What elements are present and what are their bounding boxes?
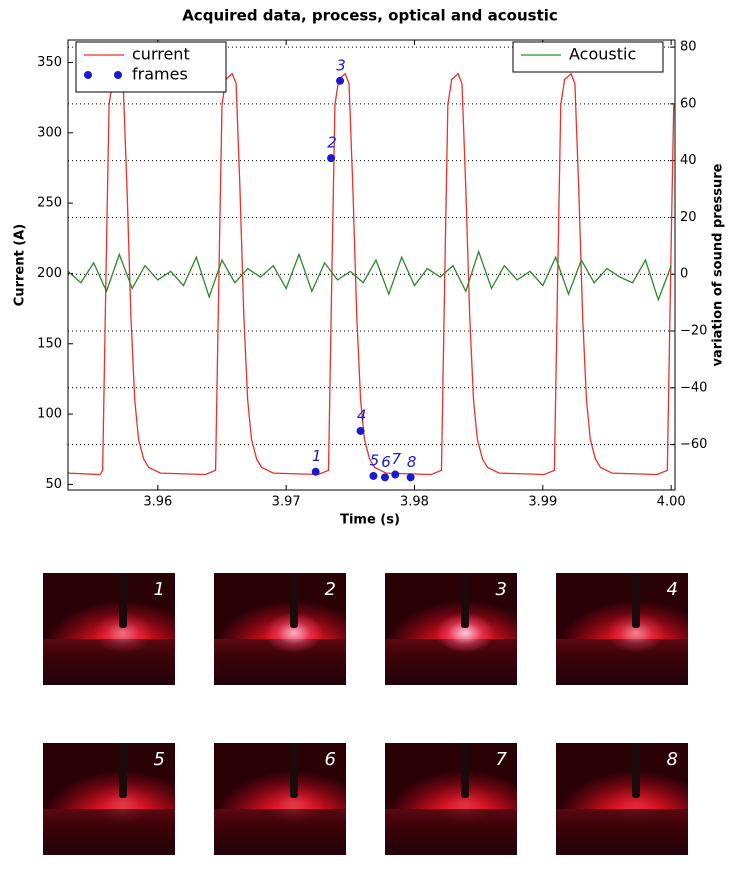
frame-point: [311, 467, 320, 476]
x-axis-label: Time (s): [340, 513, 400, 528]
electrode: [461, 743, 469, 798]
frame-point: [336, 76, 345, 85]
legend-label: frames: [132, 65, 188, 84]
y-tick-label: 150: [37, 336, 62, 351]
photo-label: 3: [495, 579, 507, 600]
y2-tick-label: 40: [680, 153, 697, 168]
frame-point: [327, 154, 336, 163]
electrode: [119, 573, 127, 628]
frame-photo: 1: [43, 573, 175, 685]
y-axis-label: Current (A): [13, 224, 28, 306]
photo-label: 7: [495, 749, 507, 770]
y2-axis-label: variation of sound pressure: [711, 163, 726, 366]
frame-photo: 8: [556, 743, 688, 855]
legend-marker: [84, 71, 92, 79]
legend-marker: [114, 71, 122, 79]
floor: [214, 809, 346, 855]
frame-label: 2: [327, 134, 337, 152]
y2-tick-label: 0: [680, 267, 688, 282]
electrode: [290, 743, 298, 798]
y-tick-label: 50: [45, 477, 62, 492]
photo-label: 4: [666, 579, 678, 600]
frame-label: 6: [381, 453, 391, 471]
electrode: [461, 573, 469, 628]
floor: [43, 809, 175, 855]
photo-label: 8: [666, 749, 678, 770]
y-tick-label: 350: [37, 55, 62, 70]
frame-label: 8: [407, 453, 417, 471]
frame-photo: 5: [43, 743, 175, 855]
frame-label: 5: [370, 451, 380, 469]
plot-area: [68, 72, 675, 476]
electrode: [632, 743, 640, 798]
plot-frame: [67, 39, 676, 491]
electrode: [290, 573, 298, 628]
chart: Acquired data, process, optical and acou…: [13, 7, 726, 528]
y2-tick-label: 80: [680, 40, 697, 55]
y-tick-label: 300: [37, 125, 62, 140]
frame-point: [356, 426, 365, 435]
frame-point: [369, 471, 378, 480]
legend-box: [75, 41, 227, 93]
acoustic-line: [68, 249, 672, 302]
legend-label: current: [132, 45, 190, 64]
legend-box: [512, 41, 664, 73]
frame-label: 1: [312, 447, 322, 465]
frame-photo: 3: [385, 573, 517, 685]
frame-label: 4: [357, 406, 367, 424]
y2-tick-label: −60: [680, 437, 707, 452]
chart-title: Acquired data, process, optical and acou…: [182, 7, 558, 25]
frame-point: [380, 473, 389, 482]
y2-tick-label: 60: [680, 96, 697, 111]
y-tick-label: 100: [37, 407, 62, 422]
frame-photo: 7: [385, 743, 517, 855]
photo-label: 2: [324, 579, 336, 600]
y-tick-label: 250: [37, 196, 62, 211]
x-tick-label: 3.97: [272, 495, 301, 510]
x-tick-label: 4.00: [657, 495, 686, 510]
y2-tick-label: −20: [680, 324, 707, 339]
legend-label: Acoustic: [569, 45, 636, 64]
current-line: [68, 72, 675, 476]
photo-label: 1: [153, 579, 165, 600]
photo-label: 6: [324, 749, 336, 770]
y2-tick-label: −40: [680, 380, 707, 395]
x-tick-label: 3.99: [528, 495, 557, 510]
x-tick-label: 3.96: [143, 495, 172, 510]
y2-tick-label: 20: [680, 210, 697, 225]
photo-label: 5: [153, 749, 165, 770]
frame-point: [406, 473, 415, 482]
frame-photo: 2: [214, 573, 346, 685]
frame-label: 7: [391, 450, 401, 468]
floor: [385, 809, 517, 855]
electrode: [632, 573, 640, 628]
frame-photo: 6: [214, 743, 346, 855]
x-tick-label: 3.98: [400, 495, 429, 510]
floor: [556, 809, 688, 855]
frame-photo: 4: [556, 573, 688, 685]
electrode: [119, 743, 127, 798]
frame-label: 3: [336, 56, 346, 74]
legend: Acoustic: [512, 41, 664, 73]
frame-point: [391, 470, 400, 479]
y-tick-label: 200: [37, 266, 62, 281]
